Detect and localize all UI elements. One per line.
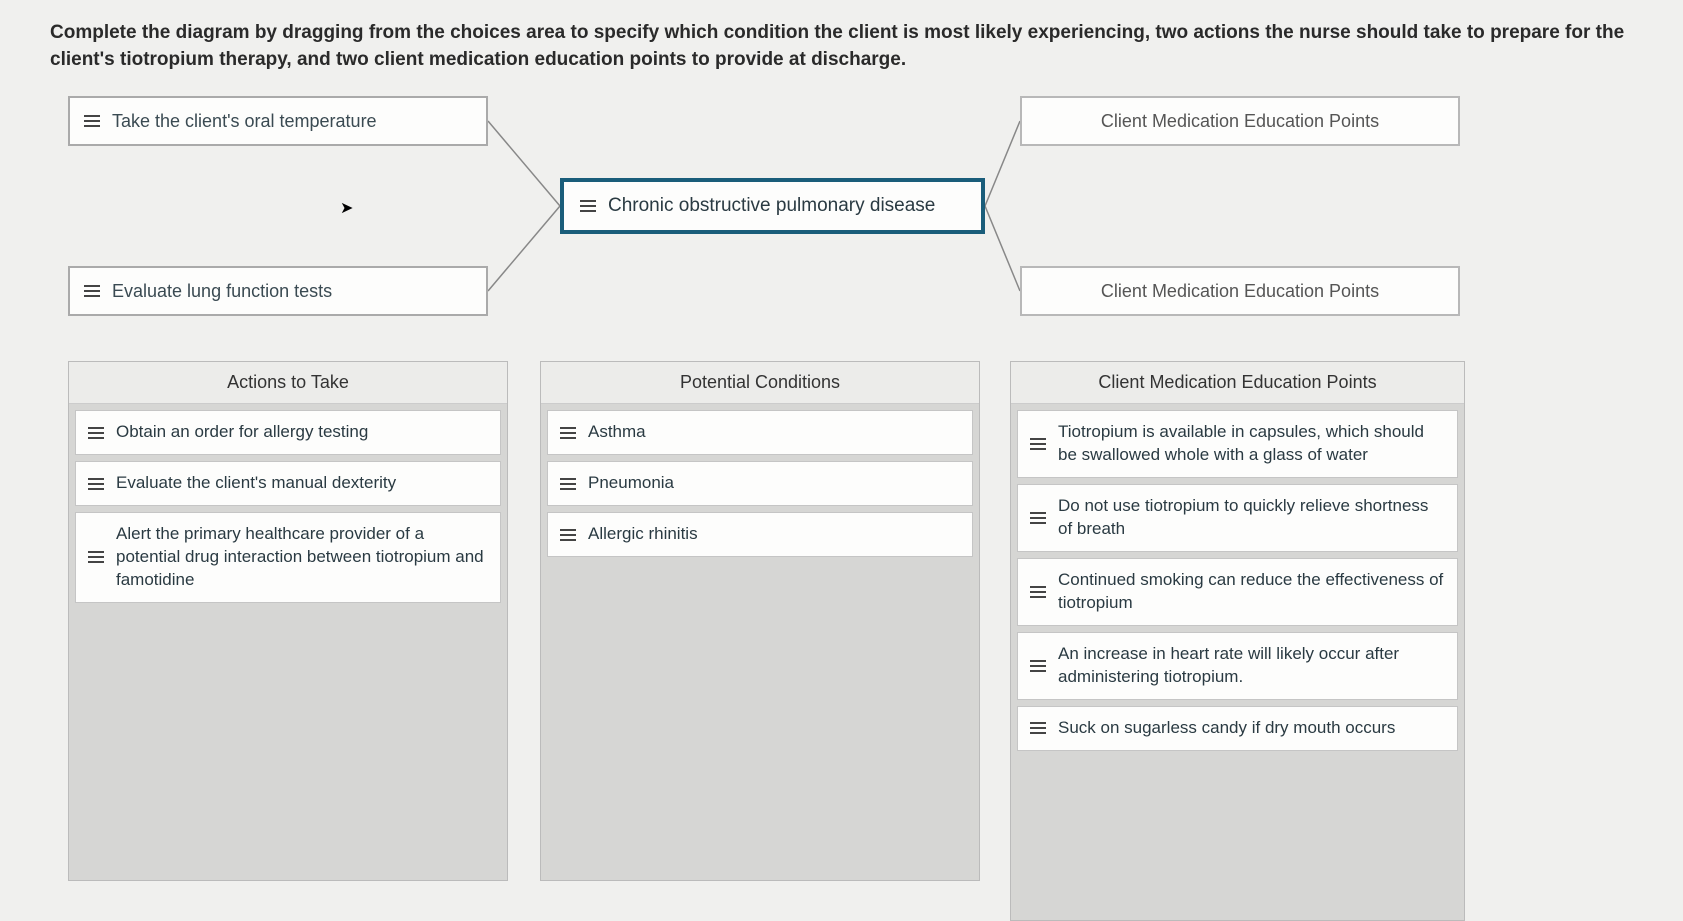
drop-condition[interactable]: Chronic obstructive pulmonary disease bbox=[560, 178, 985, 234]
drop-education-2-placeholder: Client Medication Education Points bbox=[1101, 281, 1379, 302]
drag-handle-icon bbox=[560, 529, 576, 541]
cursor-icon: ➤ bbox=[340, 198, 353, 218]
choice-condition-item[interactable]: Allergic rhinitis bbox=[547, 512, 973, 557]
drop-action-2[interactable]: Evaluate lung function tests bbox=[68, 266, 488, 316]
choice-action-item[interactable]: Alert the primary healthcare provider of… bbox=[75, 512, 501, 603]
drag-handle-icon bbox=[88, 427, 104, 439]
question-instruction: Complete the diagram by dragging from th… bbox=[0, 0, 1683, 83]
drop-action-1[interactable]: Take the client's oral temperature bbox=[68, 96, 488, 146]
choices-education-column: Client Medication Education Points Tiotr… bbox=[1010, 361, 1465, 921]
choice-condition-item[interactable]: Asthma bbox=[547, 410, 973, 455]
choice-education-item[interactable]: Do not use tiotropium to quickly relieve… bbox=[1017, 484, 1458, 552]
choice-text: Pneumonia bbox=[588, 472, 960, 495]
diagram-area: Take the client's oral temperature Evalu… bbox=[0, 83, 1683, 863]
drag-handle-icon bbox=[84, 285, 100, 297]
choices-actions-column: Actions to Take Obtain an order for alle… bbox=[68, 361, 508, 881]
drag-handle-icon bbox=[84, 115, 100, 127]
choices-conditions-column: Potential Conditions Asthma Pneumonia Al… bbox=[540, 361, 980, 881]
drag-handle-icon bbox=[1030, 512, 1046, 524]
choice-education-item[interactable]: Suck on sugarless candy if dry mouth occ… bbox=[1017, 706, 1458, 751]
drop-condition-text: Chronic obstructive pulmonary disease bbox=[608, 195, 935, 217]
drop-education-1[interactable]: Client Medication Education Points bbox=[1020, 96, 1460, 146]
drag-handle-icon bbox=[560, 478, 576, 490]
drag-handle-icon bbox=[1030, 586, 1046, 598]
drag-handle-icon bbox=[580, 200, 596, 212]
drop-education-1-placeholder: Client Medication Education Points bbox=[1101, 111, 1379, 132]
choice-education-item[interactable]: Tiotropium is available in capsules, whi… bbox=[1017, 410, 1458, 478]
drag-handle-icon bbox=[88, 551, 104, 563]
choices-actions-header: Actions to Take bbox=[69, 362, 507, 404]
drop-action-1-text: Take the client's oral temperature bbox=[112, 111, 377, 132]
choice-text: Continued smoking can reduce the effecti… bbox=[1058, 569, 1445, 615]
drop-education-2[interactable]: Client Medication Education Points bbox=[1020, 266, 1460, 316]
choice-education-item[interactable]: Continued smoking can reduce the effecti… bbox=[1017, 558, 1458, 626]
drag-handle-icon bbox=[1030, 660, 1046, 672]
choice-education-item[interactable]: An increase in heart rate will likely oc… bbox=[1017, 632, 1458, 700]
choices-conditions-header: Potential Conditions bbox=[541, 362, 979, 404]
drop-action-2-text: Evaluate lung function tests bbox=[112, 281, 332, 302]
choice-text: Suck on sugarless candy if dry mouth occ… bbox=[1058, 717, 1445, 740]
choice-action-item[interactable]: Evaluate the client's manual dexterity bbox=[75, 461, 501, 506]
choice-text: Tiotropium is available in capsules, whi… bbox=[1058, 421, 1445, 467]
drag-handle-icon bbox=[88, 478, 104, 490]
choice-text: An increase in heart rate will likely oc… bbox=[1058, 643, 1445, 689]
choice-text: Asthma bbox=[588, 421, 960, 444]
choice-text: Evaluate the client's manual dexterity bbox=[116, 472, 488, 495]
choice-text: Allergic rhinitis bbox=[588, 523, 960, 546]
choice-text: Do not use tiotropium to quickly relieve… bbox=[1058, 495, 1445, 541]
choice-condition-item[interactable]: Pneumonia bbox=[547, 461, 973, 506]
choice-text: Alert the primary healthcare provider of… bbox=[116, 523, 488, 592]
drag-handle-icon bbox=[1030, 722, 1046, 734]
drag-handle-icon bbox=[560, 427, 576, 439]
choices-education-header: Client Medication Education Points bbox=[1011, 362, 1464, 404]
drag-handle-icon bbox=[1030, 438, 1046, 450]
choice-text: Obtain an order for allergy testing bbox=[116, 421, 488, 444]
choice-action-item[interactable]: Obtain an order for allergy testing bbox=[75, 410, 501, 455]
